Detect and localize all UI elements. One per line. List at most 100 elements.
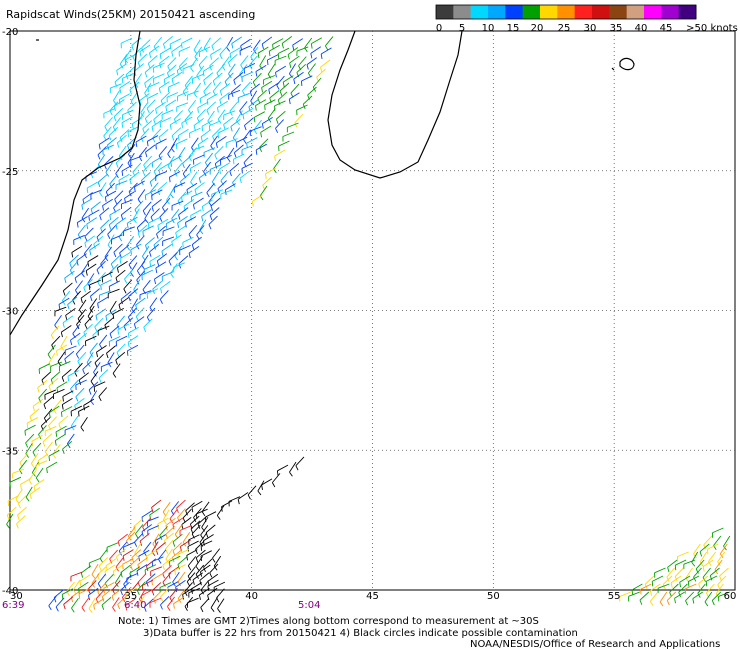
wind-barb: [116, 548, 126, 558]
wind-barb: [206, 183, 215, 193]
wind-barb: [50, 361, 63, 367]
wind-barb: [113, 108, 124, 117]
wind-barb-flag: [80, 297, 83, 304]
wind-barb: [86, 217, 97, 225]
wind-barb-flag: [115, 162, 119, 168]
wind-barb: [149, 507, 160, 516]
wind-barb: [112, 580, 121, 590]
wind-barb-flag: [203, 47, 208, 53]
wind-barb-flag: [210, 205, 214, 211]
wind-barb: [131, 298, 139, 310]
wind-barb: [173, 597, 185, 605]
wind-barb: [184, 110, 194, 121]
legend-tick-label: 0: [436, 23, 442, 34]
time-label-3: 5:04: [298, 600, 320, 611]
wind-barb-flag: [251, 201, 254, 207]
wind-barb: [191, 524, 201, 535]
wind-barb-flag: [252, 81, 256, 87]
wind-barb: [162, 197, 171, 208]
wind-barb: [182, 531, 191, 543]
wind-barb: [127, 344, 139, 352]
wind-barb-flag: [159, 299, 163, 304]
wind-barb-flag: [86, 224, 89, 230]
wind-barb-flag: [138, 556, 140, 562]
wind-barb: [242, 107, 254, 115]
wind-barb: [231, 36, 243, 44]
wind-barb-flag: [62, 290, 66, 296]
wind-barb: [142, 579, 154, 586]
wind-barb: [65, 308, 76, 316]
wind-barb-flag: [116, 352, 120, 358]
legend-swatch: [626, 5, 645, 19]
wind-barb: [153, 73, 165, 79]
wind-barb: [263, 75, 276, 81]
wind-barb: [128, 288, 139, 297]
wind-barb-flag: [65, 315, 68, 321]
wind-barb: [164, 532, 174, 541]
wind-barb-flag: [167, 66, 171, 71]
wind-barb: [104, 156, 114, 165]
wind-barb: [100, 254, 109, 265]
wind-barb: [97, 296, 109, 304]
wind-barb: [144, 208, 152, 220]
wind-barb-flag: [119, 63, 124, 69]
wind-barb: [162, 509, 170, 521]
wind-barb-flag: [151, 162, 154, 168]
wind-barb-flag: [170, 273, 174, 278]
wind-barb: [144, 109, 155, 119]
wind-barb: [151, 189, 163, 196]
wind-barb-flag: [70, 340, 73, 346]
wind-barb-flag: [16, 523, 19, 529]
wind-barb-flag: [134, 542, 138, 547]
wind-barb: [111, 588, 122, 597]
wind-barb-flag: [214, 154, 218, 160]
wind-barb: [148, 55, 158, 64]
wind-barb: [153, 236, 164, 246]
wind-barb-flag: [87, 261, 90, 267]
wind-barb: [105, 162, 113, 173]
wind-barb: [46, 461, 58, 469]
wind-barb-flag: [115, 224, 118, 230]
wind-barb: [58, 415, 69, 425]
map-title: Rapidscat Winds(25KM) 20150421 ascending: [6, 8, 256, 21]
wind-barb-flag: [81, 217, 86, 223]
wind-barb: [143, 541, 152, 552]
wind-barb-flag: [102, 205, 104, 211]
wind-barb-flag: [104, 126, 108, 132]
wind-barb: [210, 135, 218, 146]
wind-barb: [702, 567, 711, 578]
wind-barb: [117, 323, 129, 330]
wind-barb: [35, 467, 44, 479]
wind-barb-flag: [144, 72, 148, 78]
wind-barb: [288, 63, 297, 74]
wind-barb-flag: [173, 603, 175, 609]
wind-barb: [72, 323, 81, 334]
wind-barb: [75, 387, 85, 398]
wind-barb-flag: [25, 496, 30, 502]
wind-barb: [241, 144, 254, 151]
wind-barb: [67, 370, 79, 377]
wind-barb: [259, 138, 269, 148]
longitude-labels: 30 35 40 45 50 55 60: [10, 591, 736, 602]
wind-barb: [120, 564, 131, 573]
wind-barb: [60, 336, 68, 347]
wind-barb: [182, 587, 193, 595]
wind-barb: [17, 506, 27, 516]
wind-barb: [238, 93, 250, 99]
wind-barb-flag: [231, 43, 234, 49]
wind-barb: [91, 563, 99, 575]
wind-barb: [116, 343, 126, 353]
wind-barb: [122, 109, 134, 116]
wind-barb-flag: [194, 189, 197, 195]
wind-barb-flag: [80, 426, 85, 432]
wind-barb: [161, 109, 174, 115]
wind-barb-flag: [60, 411, 63, 418]
wind-barb-flag: [135, 533, 139, 539]
wind-barb-flag: [197, 144, 200, 150]
wind-barb-flag: [160, 288, 163, 294]
wind-barb-flag: [261, 43, 264, 49]
wind-barb: [287, 47, 299, 55]
wind-barb-flag: [48, 412, 51, 418]
wind-barb: [134, 200, 144, 210]
wind-barb: [200, 580, 209, 591]
